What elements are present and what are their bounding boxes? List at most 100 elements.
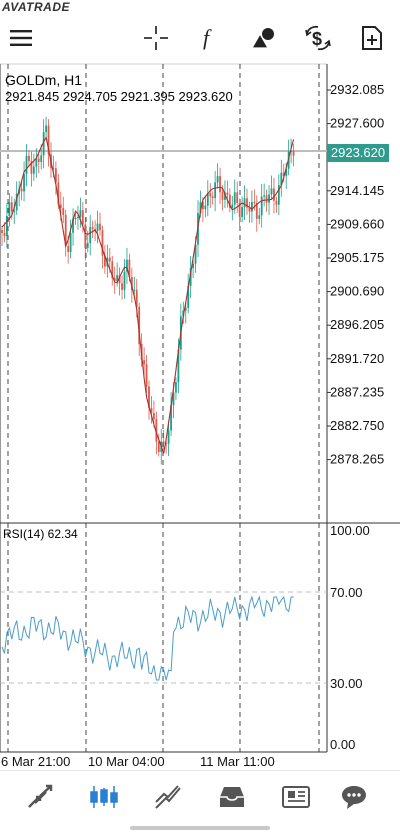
rsi-line <box>1 595 294 681</box>
candle-body <box>260 196 263 216</box>
price-axis: 2932.0852927.6002918.6302914.1452909.660… <box>327 82 384 467</box>
price-tick-label: 2932.085 <box>330 82 384 97</box>
quotes-arrows-icon <box>28 784 53 808</box>
nav-trade[interactable] <box>150 781 186 813</box>
candle-body <box>128 259 131 278</box>
candle-body <box>248 207 251 212</box>
candle-body <box>86 242 89 248</box>
candle-body <box>273 188 275 201</box>
objects-button[interactable] <box>248 22 280 54</box>
candle-body <box>126 259 128 272</box>
nav-history[interactable] <box>214 781 250 813</box>
candle-body <box>150 407 153 414</box>
candle-body <box>59 204 62 209</box>
crosshair-button[interactable] <box>140 22 172 54</box>
candle-body <box>290 151 292 153</box>
candle-body <box>35 158 38 167</box>
candle-body <box>23 174 25 192</box>
nav-news[interactable] <box>278 781 314 813</box>
candle-body <box>116 275 119 282</box>
indicators-button[interactable]: f <box>194 22 226 54</box>
candle-body <box>123 271 126 290</box>
function-icon: f <box>203 26 212 50</box>
price-chart[interactable]: 2932.0852927.6002918.6302914.1452909.660… <box>0 62 400 770</box>
candle-body <box>81 210 84 225</box>
candle-body <box>138 306 141 345</box>
candle-body <box>233 192 236 205</box>
candle-body <box>206 193 209 206</box>
candle-body <box>74 218 77 220</box>
candle-body <box>108 257 111 262</box>
chat-icon <box>342 786 366 809</box>
candlestick-series <box>1 116 295 465</box>
candle-body <box>32 166 35 174</box>
candle-body <box>204 205 207 210</box>
candle-body <box>211 196 214 199</box>
candle-body <box>25 155 28 175</box>
nav-messages[interactable] <box>336 781 372 813</box>
status-bar: AVATRADE <box>0 0 400 14</box>
symbol-button[interactable]: $ <box>302 22 334 54</box>
candle-body <box>37 158 40 162</box>
current-price-tag: 2923.620 <box>327 144 389 162</box>
shapes-icon <box>251 28 274 49</box>
candle-body <box>253 202 256 204</box>
nav-chart[interactable] <box>86 781 122 813</box>
candle-body <box>57 182 60 205</box>
candle-body <box>194 244 197 264</box>
candle-body <box>143 360 145 365</box>
news-icon <box>282 786 310 808</box>
candle-body <box>187 285 190 308</box>
price-tick-label: 2896.205 <box>330 317 384 332</box>
candle-body <box>20 188 23 192</box>
candle-body <box>52 168 55 170</box>
candle-body <box>292 151 295 156</box>
dollar-swap-icon: $ <box>305 25 331 51</box>
candle-body <box>282 172 285 176</box>
menu-button[interactable] <box>5 22 37 54</box>
nav-quotes[interactable] <box>22 781 58 813</box>
candle-body <box>55 168 57 183</box>
candle-body <box>42 132 45 156</box>
candle-body <box>280 172 283 186</box>
candle-body <box>15 193 18 211</box>
candle-body <box>275 200 278 205</box>
candle-body <box>243 198 246 208</box>
candle-body <box>209 193 212 197</box>
chart-canvas[interactable]: 2932.0852927.6002918.6302914.1452909.660… <box>0 62 400 770</box>
inbox-icon <box>220 787 244 807</box>
candle-body <box>47 125 50 155</box>
svg-text:f: f <box>203 26 212 50</box>
home-indicator <box>130 826 270 830</box>
candle-body <box>167 430 170 444</box>
candle-body <box>153 413 155 420</box>
candle-body <box>148 386 150 408</box>
bottom-navigation <box>0 770 400 824</box>
candle-body <box>64 214 67 247</box>
candle-body <box>89 227 92 243</box>
candle-body <box>28 155 30 162</box>
candle-body <box>236 192 239 203</box>
candle-body <box>157 441 160 452</box>
new-order-button[interactable] <box>356 22 388 54</box>
candle-body <box>155 419 158 442</box>
time-tick-label: 6 Mar 21:00 <box>1 754 70 769</box>
candle-body <box>40 155 43 162</box>
price-tick-label: 2891.720 <box>330 351 384 366</box>
ohlc-readout: 2921.845 2924.705 2921.395 2923.620 <box>5 89 233 104</box>
candle-body <box>189 268 192 286</box>
candle-body <box>113 278 116 282</box>
candle-body <box>214 182 217 199</box>
candle-body <box>226 192 229 195</box>
brand-logo: AVATRADE <box>2 0 70 14</box>
candle-body <box>177 349 180 383</box>
symbol-label: GOLDm, H1 <box>5 72 83 88</box>
candle-body <box>221 192 224 200</box>
candle-body <box>77 217 79 219</box>
candle-body <box>10 202 13 212</box>
moving-average-line <box>1 135 295 454</box>
candle-body <box>30 161 33 174</box>
price-tick-label: 2882.750 <box>330 418 384 433</box>
candle-body <box>265 195 268 203</box>
candle-body <box>170 405 172 431</box>
